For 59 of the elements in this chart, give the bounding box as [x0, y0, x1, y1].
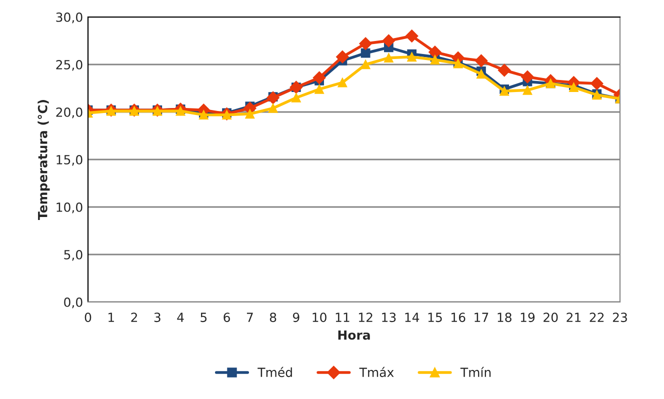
x-tick-label: 20: [544, 312, 558, 322]
point: [428, 46, 442, 59]
x-axis-title: Hora: [338, 330, 370, 340]
point: [360, 48, 370, 58]
x-tick-label: 11: [336, 312, 350, 322]
point: [474, 54, 488, 68]
x-tick-label: 14: [405, 312, 420, 322]
x-tick-label: 18: [498, 312, 512, 322]
point: [590, 77, 604, 90]
legend-label: Tméd: [258, 366, 292, 378]
point: [312, 71, 326, 84]
point: [498, 64, 511, 77]
y-tick-label: 5,0: [64, 250, 82, 261]
y-tick-label: 25,0: [56, 60, 82, 71]
x-tick-label: 12: [358, 312, 372, 322]
point: [476, 69, 486, 79]
point: [268, 104, 278, 113]
y-tick-label: 0,0: [64, 297, 82, 308]
x-tick-label: 1: [108, 312, 114, 322]
point: [384, 53, 394, 63]
point: [522, 85, 532, 95]
point: [266, 91, 280, 104]
x-tick-label: 5: [200, 312, 207, 322]
x-tick-label: 22: [590, 312, 604, 322]
x-tick-label: 23: [612, 312, 627, 322]
legend-label: Tmáx: [359, 366, 394, 378]
point: [407, 52, 417, 62]
x-tick-label: 15: [428, 312, 442, 322]
point: [430, 55, 440, 64]
point: [521, 70, 534, 84]
x-tick-label: 16: [452, 312, 466, 322]
point: [360, 60, 370, 70]
x-tick-label: 3: [154, 312, 160, 322]
x-tick-label: 13: [382, 312, 396, 322]
x-tick-label: 19: [520, 312, 535, 322]
x-tick-label: 21: [566, 312, 581, 322]
y-tick-label: 10,0: [56, 202, 82, 214]
point: [245, 109, 255, 119]
x-tick-label: 8: [270, 312, 276, 322]
y-axis-title: Temperatura (°C): [38, 100, 50, 220]
point: [338, 78, 348, 88]
point: [291, 93, 301, 102]
point: [382, 34, 396, 48]
legend-label: Tmín: [460, 366, 491, 377]
x-tick-label: 0: [84, 312, 92, 322]
y-tick-label: 30,0: [56, 12, 82, 24]
x-tick-label: 7: [246, 312, 253, 322]
x-tick-label: 6: [224, 312, 230, 322]
x-tick-label: 10: [312, 312, 326, 322]
x-tick-label: 17: [474, 312, 488, 322]
y-tick-label: 15,0: [56, 154, 82, 166]
point: [336, 50, 349, 64]
x-tick-label: 4: [177, 312, 184, 322]
y-tick-label: 20,0: [56, 107, 82, 118]
x-tick-label: 2: [131, 312, 137, 322]
point: [405, 30, 418, 42]
point: [314, 84, 324, 94]
x-tick-label: 9: [292, 312, 300, 322]
point: [359, 37, 372, 50]
